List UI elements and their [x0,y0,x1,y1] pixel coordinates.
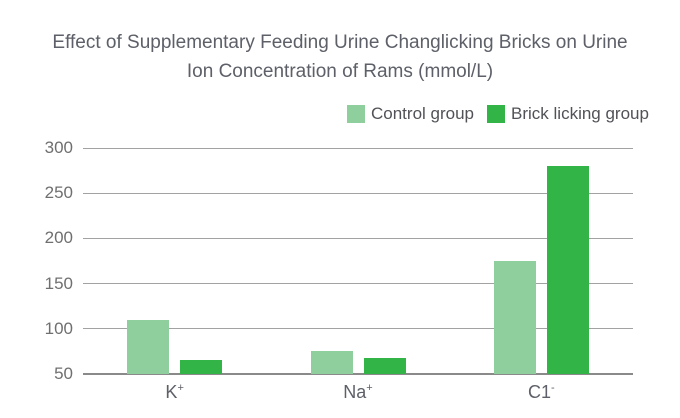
bar-brick-c1 [546,166,589,374]
category-base-text: K [165,382,178,402]
y-axis-tick-label: 100 [44,318,73,338]
y-axis-tick-label: 50 [54,364,73,383]
bar-control-na [310,351,353,374]
bar-brick-na [363,357,406,374]
category-base-text: Na [343,382,367,402]
bar-control-c1 [493,261,536,374]
chart-title-line-1: Effect of Supplementary Feeding Urine Ch… [52,32,628,53]
legend-label: Control group [371,104,475,123]
category-superscript: - [551,382,555,394]
x-axis-baseline [83,373,633,375]
legend-swatch-icon [347,105,365,123]
y-axis-tick-label: 300 [44,138,73,157]
legend-swatch-icon [487,105,506,123]
gridline [83,283,633,285]
category-superscript: + [177,382,184,394]
x-axis-category-label: K+ [115,382,235,403]
gridline [83,328,633,330]
category-superscript: + [366,382,373,394]
bar-control-k [127,319,170,374]
x-axis-category-label: C1- [481,382,601,403]
category-base-text: C1 [527,382,551,402]
gridline [83,192,633,194]
legend-item: Brick licking group [487,104,649,124]
legend-item: Control group [347,104,474,124]
y-axis-tick-label: 200 [44,228,73,248]
legend-label: Brick licking group [511,104,649,123]
plot-area: 50 100 150 200 250 300 [45,138,633,383]
y-axis-tick-label: 250 [44,183,73,203]
x-axis-category-label: Na+ [298,382,418,403]
gridline [83,147,633,149]
legend: Control group Brick licking group [347,104,649,124]
chart-title-line-2: Ion Concentration of Rams (mmol/L) [186,61,494,82]
gridline [83,237,633,239]
bar-brick-k [180,360,223,374]
y-axis-tick-label: 150 [44,273,73,293]
chart-title: Effect of Supplementary Feeding Urine Ch… [0,28,680,86]
